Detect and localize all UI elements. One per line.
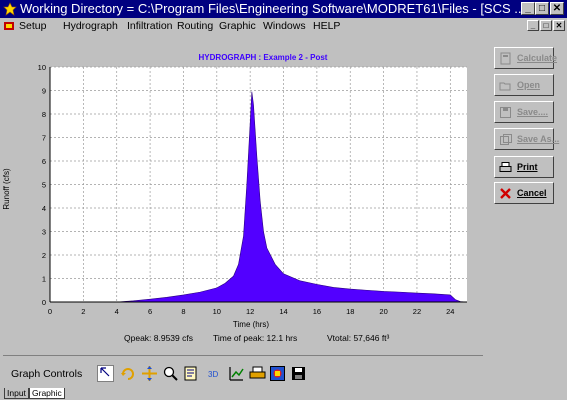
x-axis-label: Time (hrs) (233, 320, 269, 329)
save-button[interactable]: Save.... (494, 101, 554, 123)
app-icon (3, 2, 17, 16)
qpeak-value: Qpeak: 8.9539 cfs (124, 333, 193, 343)
menu-bar: Setup Hydrograph Infiltration Routing Gr… (0, 18, 567, 34)
chart-edit-icon[interactable] (228, 365, 245, 382)
rotate-icon[interactable] (120, 365, 137, 382)
y-tick-label: 7 (42, 134, 46, 143)
print-button[interactable]: Print (494, 156, 554, 178)
x-tick-label: 4 (115, 307, 119, 316)
mdi-restore-button[interactable]: □ (540, 20, 552, 31)
tab-graphic[interactable]: Graphic (29, 388, 65, 399)
window-title: Working Directory = C:\Program Files\Eng… (20, 1, 526, 16)
tab-input[interactable]: Input (4, 388, 29, 399)
menu-graphic[interactable]: Graphic (219, 20, 256, 32)
x-tick-label: 14 (279, 307, 287, 316)
x-tick-label: 18 (346, 307, 354, 316)
x-tick-label: 22 (413, 307, 421, 316)
menu-help[interactable]: HELP (313, 20, 341, 32)
menu-windows[interactable]: Windows (263, 20, 306, 32)
save-disk-icon (500, 107, 511, 118)
y-tick-label: 4 (42, 204, 46, 213)
pan-icon[interactable] (141, 365, 158, 382)
cancel-button[interactable]: Cancel (494, 182, 554, 204)
title-bar: Working Directory = C:\Program Files\Eng… (0, 0, 567, 18)
y-tick-label: 3 (42, 228, 46, 237)
calculate-label: Calculate (517, 53, 558, 63)
chart-title: HYDROGRAPH : Example 2 - Post (199, 53, 328, 62)
time-of-peak-value: Time of peak: 12.1 hrs (213, 333, 297, 343)
y-tick-label: 8 (42, 110, 46, 119)
x-tick-label: 2 (81, 307, 85, 316)
y-tick-label: 5 (42, 181, 46, 190)
graph-controls-label: Graph Controls (11, 368, 83, 380)
open-button[interactable]: Open (494, 74, 554, 96)
calculate-button[interactable]: Calculate (494, 47, 558, 69)
y-axis-label: Runoff (cfs) (3, 168, 11, 210)
mdi-close-button[interactable]: ✕ (553, 20, 565, 31)
chart-area: 0 1 2 3 4 5 6 7 8 9 10 0 2 4 6 8 10 12 14 16 18 20 22 24 HYDROG… (2, 36, 483, 352)
minimize-button[interactable]: _ (521, 2, 535, 15)
y-tick-label: 6 (42, 157, 46, 166)
print-label: Print (517, 162, 538, 172)
axis-icon[interactable] (182, 365, 199, 382)
save-icon[interactable] (290, 365, 307, 382)
save-as-icon (500, 134, 512, 145)
zoom-icon[interactable] (162, 365, 179, 382)
save-label: Save.... (517, 107, 549, 117)
x-tick-label: 10 (213, 307, 221, 316)
x-tick-label: 24 (446, 307, 454, 316)
pointer-icon[interactable] (97, 365, 114, 382)
y-tick-label: 2 (42, 251, 46, 260)
x-tick-label: 20 (379, 307, 387, 316)
document-icon[interactable] (3, 20, 15, 32)
menu-setup[interactable]: Setup (19, 20, 47, 32)
x-tick-label: 6 (148, 307, 152, 316)
calculator-icon (500, 52, 511, 65)
menu-infiltration[interactable]: Infiltration (127, 20, 173, 32)
y-tick-label: 9 (42, 87, 46, 96)
x-tick-label: 0 (48, 307, 52, 316)
save-as-label: Save As... (517, 134, 560, 144)
sheet-tabs: Input Graphic (0, 388, 567, 400)
copy-icon[interactable] (269, 365, 286, 382)
close-button[interactable]: ✕ (550, 2, 564, 15)
menu-routing[interactable]: Routing (177, 20, 214, 32)
mdi-minimize-button[interactable]: _ (527, 20, 539, 31)
x-tick-label: 12 (246, 307, 254, 316)
print-icon[interactable] (249, 365, 266, 382)
runoff-area (50, 91, 468, 303)
printer-icon (499, 162, 512, 172)
cancel-x-icon (500, 188, 511, 199)
menu-hydrograph[interactable]: Hydrograph (63, 20, 118, 32)
cancel-label: Cancel (517, 188, 547, 198)
y-tick-label: 0 (42, 298, 46, 307)
x-tick-label: 16 (313, 307, 321, 316)
graph-controls-bar: Graph Controls 3D (3, 355, 483, 388)
y-tick-label: 10 (38, 63, 46, 72)
3d-icon[interactable]: 3D (206, 365, 223, 382)
open-folder-icon (499, 82, 511, 91)
save-as-button[interactable]: Save As... (494, 128, 559, 150)
y-tick-label: 1 (42, 275, 46, 284)
maximize-button[interactable]: □ (535, 2, 549, 15)
vtotal-value: Vtotal: 57,646 ft³ (327, 333, 390, 343)
3d-label: 3D (208, 370, 218, 379)
open-label: Open (517, 80, 541, 90)
x-tick-label: 8 (181, 307, 185, 316)
